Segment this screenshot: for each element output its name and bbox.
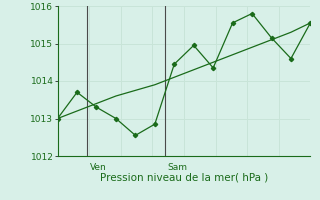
X-axis label: Pression niveau de la mer( hPa ): Pression niveau de la mer( hPa )	[100, 173, 268, 183]
Text: Sam: Sam	[167, 164, 188, 172]
Text: Ven: Ven	[90, 164, 107, 172]
